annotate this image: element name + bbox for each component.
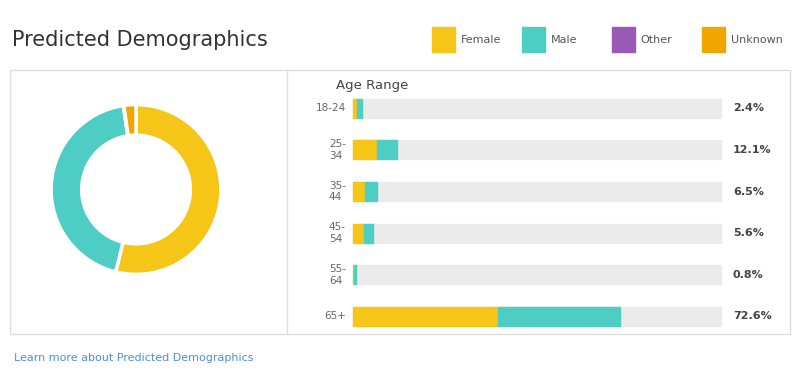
Text: Male: Male xyxy=(550,35,578,45)
Bar xyxy=(377,141,398,160)
Text: 35-
44: 35- 44 xyxy=(329,181,346,202)
Bar xyxy=(353,265,354,284)
Text: 12.1%: 12.1% xyxy=(733,145,771,155)
Bar xyxy=(354,265,356,284)
Bar xyxy=(353,224,364,243)
Text: 6.5%: 6.5% xyxy=(733,186,764,197)
Text: 45-
54: 45- 54 xyxy=(329,222,346,244)
Bar xyxy=(358,99,362,118)
Bar xyxy=(353,141,721,160)
Bar xyxy=(365,182,377,201)
Text: Age Range: Age Range xyxy=(336,79,409,92)
Bar xyxy=(702,28,726,52)
Text: 25-
34: 25- 34 xyxy=(329,139,346,161)
Bar xyxy=(364,224,374,243)
Text: 5.6%: 5.6% xyxy=(733,228,764,238)
Wedge shape xyxy=(116,105,221,274)
Bar xyxy=(353,141,377,160)
Bar xyxy=(353,265,721,284)
Text: Learn more about Predicted Demographics: Learn more about Predicted Demographics xyxy=(14,353,254,363)
Text: 2.4%: 2.4% xyxy=(733,103,764,113)
Bar xyxy=(353,182,721,201)
Text: Female: Female xyxy=(461,35,501,45)
Bar xyxy=(353,99,358,118)
Text: Predicted Demographics: Predicted Demographics xyxy=(12,30,268,50)
Text: 18-24: 18-24 xyxy=(315,103,346,113)
Text: 0.8%: 0.8% xyxy=(733,270,763,280)
FancyBboxPatch shape xyxy=(10,70,790,334)
Bar xyxy=(353,307,498,326)
Bar xyxy=(612,28,635,52)
Text: 65+: 65+ xyxy=(324,312,346,321)
Wedge shape xyxy=(123,105,128,136)
Text: 55-
64: 55- 64 xyxy=(329,264,346,286)
Bar xyxy=(353,307,721,326)
Bar xyxy=(353,99,721,118)
Wedge shape xyxy=(51,106,128,272)
Bar xyxy=(353,182,365,201)
Text: Unknown: Unknown xyxy=(731,35,782,45)
Text: Other: Other xyxy=(641,35,673,45)
Bar xyxy=(432,28,455,52)
Text: 72.6%: 72.6% xyxy=(733,312,771,321)
Wedge shape xyxy=(124,105,136,136)
Bar xyxy=(522,28,546,52)
Bar xyxy=(498,307,620,326)
Bar xyxy=(353,224,721,243)
